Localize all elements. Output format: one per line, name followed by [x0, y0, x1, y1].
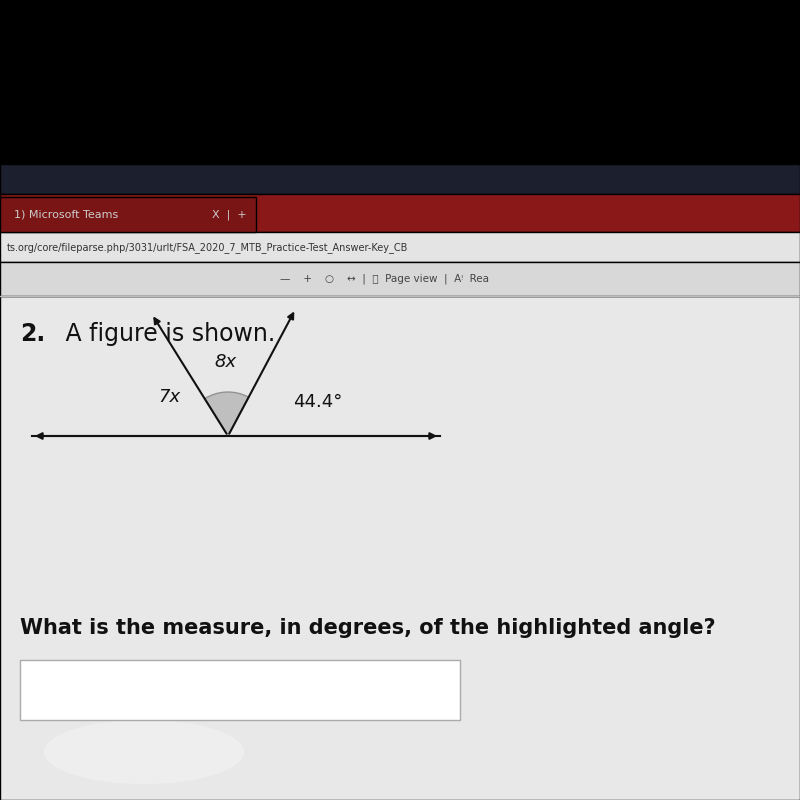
FancyBboxPatch shape: [0, 197, 256, 232]
FancyBboxPatch shape: [0, 296, 800, 800]
Text: What is the measure, in degrees, of the highlighted angle?: What is the measure, in degrees, of the …: [20, 618, 716, 638]
Text: 2.: 2.: [20, 322, 46, 346]
Text: 8x: 8x: [214, 353, 237, 370]
FancyBboxPatch shape: [0, 0, 800, 164]
Text: —    +    ○    ↔  |  ⎕  Page view  |  Aᵎ  Rea: — + ○ ↔ | ⎕ Page view | Aᵎ Rea: [280, 274, 489, 285]
FancyBboxPatch shape: [0, 194, 800, 232]
Wedge shape: [205, 392, 249, 436]
Text: ts.org/core/fileparse.php/3031/urlt/FSA_2020_7_MTB_Practice-Test_Answer-Key_CB: ts.org/core/fileparse.php/3031/urlt/FSA_…: [6, 242, 408, 253]
Ellipse shape: [44, 720, 244, 784]
Text: 44.4°: 44.4°: [294, 393, 342, 411]
Text: A figure is shown.: A figure is shown.: [58, 322, 275, 346]
Text: 1) Microsoft Teams: 1) Microsoft Teams: [14, 210, 118, 219]
FancyBboxPatch shape: [0, 164, 800, 194]
Text: 7x: 7x: [158, 388, 181, 406]
FancyBboxPatch shape: [0, 262, 800, 296]
Text: X  |  +: X | +: [212, 209, 246, 220]
FancyBboxPatch shape: [0, 232, 800, 262]
FancyBboxPatch shape: [20, 660, 460, 720]
